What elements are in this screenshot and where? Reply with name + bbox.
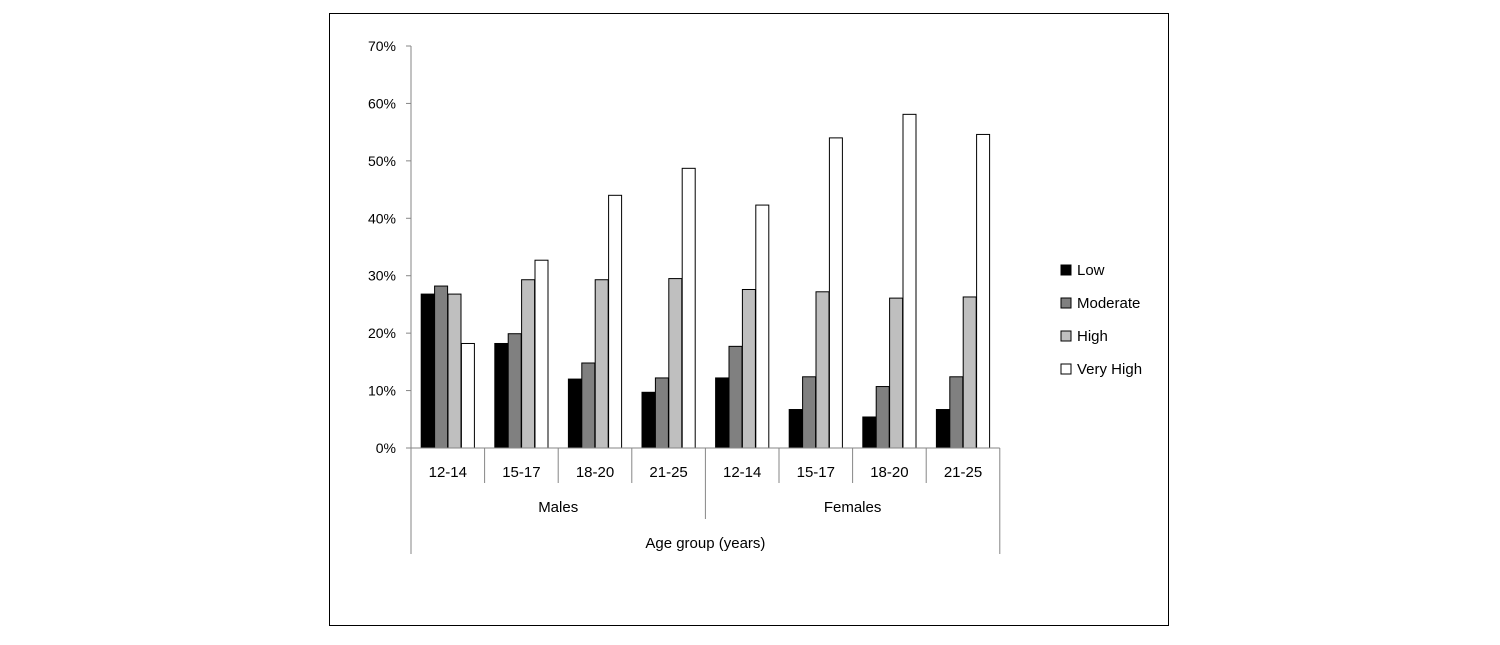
legend: Low Moderate High Very High [1060, 262, 1142, 378]
bar-moderate [581, 362, 596, 449]
legend-swatch [1060, 363, 1072, 375]
legend-label: Moderate [1077, 295, 1140, 312]
bar-very-high [534, 259, 549, 449]
bar-high [889, 297, 904, 449]
x-category-label: 21-25 [649, 464, 687, 481]
y-tick-label: 30% [368, 268, 396, 284]
bar-moderate [949, 376, 964, 449]
bars [420, 113, 991, 449]
bar-high [447, 293, 462, 449]
bar-very-high [828, 137, 843, 449]
legend-label: High [1077, 328, 1108, 345]
x-category-label: 12-14 [723, 464, 761, 481]
bar-high [815, 291, 830, 449]
bar-low [935, 409, 950, 449]
y-axis: 0% 10% 20% 30% 40% 50% 60% 70% [368, 38, 412, 456]
y-tick-label: 70% [368, 38, 396, 54]
bar-high [741, 288, 756, 449]
legend-swatch [1060, 264, 1072, 276]
x-axis: 12-14 15-17 18-20 21-25 12-14 15-17 18-20 21-25… [410, 447, 1001, 554]
chart-frame: 0% 10% 20% 30% 40% 50% 60% 70% 12-14 15-17 18-20 2… [329, 13, 1169, 626]
bar-low [641, 391, 656, 449]
y-tick-label: 10% [368, 383, 396, 399]
y-tick-label: 40% [368, 210, 396, 226]
bar-very-high [976, 133, 991, 449]
bar-moderate [875, 386, 890, 449]
x-category-label: 18-20 [576, 464, 614, 481]
legend-swatch [1060, 330, 1072, 342]
x-category-label: 15-17 [797, 464, 835, 481]
y-tick-label: 20% [368, 325, 396, 341]
bar-moderate [434, 285, 449, 449]
bar-moderate [802, 376, 817, 449]
y-tick-label: 0% [376, 440, 396, 456]
bar-high [521, 279, 536, 449]
x-category-label: 21-25 [944, 464, 982, 481]
bar-high [962, 296, 977, 449]
bar-low [567, 378, 582, 449]
x-category-label: 18-20 [870, 464, 908, 481]
x-category-label: 15-17 [502, 464, 540, 481]
x-category-label: 12-14 [429, 464, 467, 481]
legend-label: Very High [1077, 361, 1142, 378]
legend-label: Low [1077, 262, 1105, 279]
bar-very-high [608, 194, 623, 449]
x-axis-title: Age group (years) [645, 535, 765, 552]
bar-very-high [681, 167, 696, 449]
legend-swatch [1060, 297, 1072, 309]
chart-svg: 0% 10% 20% 30% 40% 50% 60% 70% 12-14 15-17 18-20 2… [368, 38, 1142, 554]
bar-high [668, 278, 683, 449]
bar-moderate [654, 377, 669, 449]
bar-low [788, 409, 803, 449]
y-tick-label: 50% [368, 153, 396, 169]
x-group-label: Males [538, 499, 578, 516]
bar-moderate [507, 333, 522, 449]
bar-moderate [728, 345, 743, 449]
bar-very-high [755, 204, 770, 449]
bar-low [494, 342, 509, 449]
bar-low [715, 377, 730, 449]
y-tick-label: 60% [368, 95, 396, 111]
bar-very-high [902, 113, 917, 449]
bar-very-high [460, 342, 475, 449]
bar-low [862, 416, 877, 449]
bar-high [594, 279, 609, 449]
x-group-label: Females [824, 499, 882, 516]
bar-low [420, 293, 435, 449]
